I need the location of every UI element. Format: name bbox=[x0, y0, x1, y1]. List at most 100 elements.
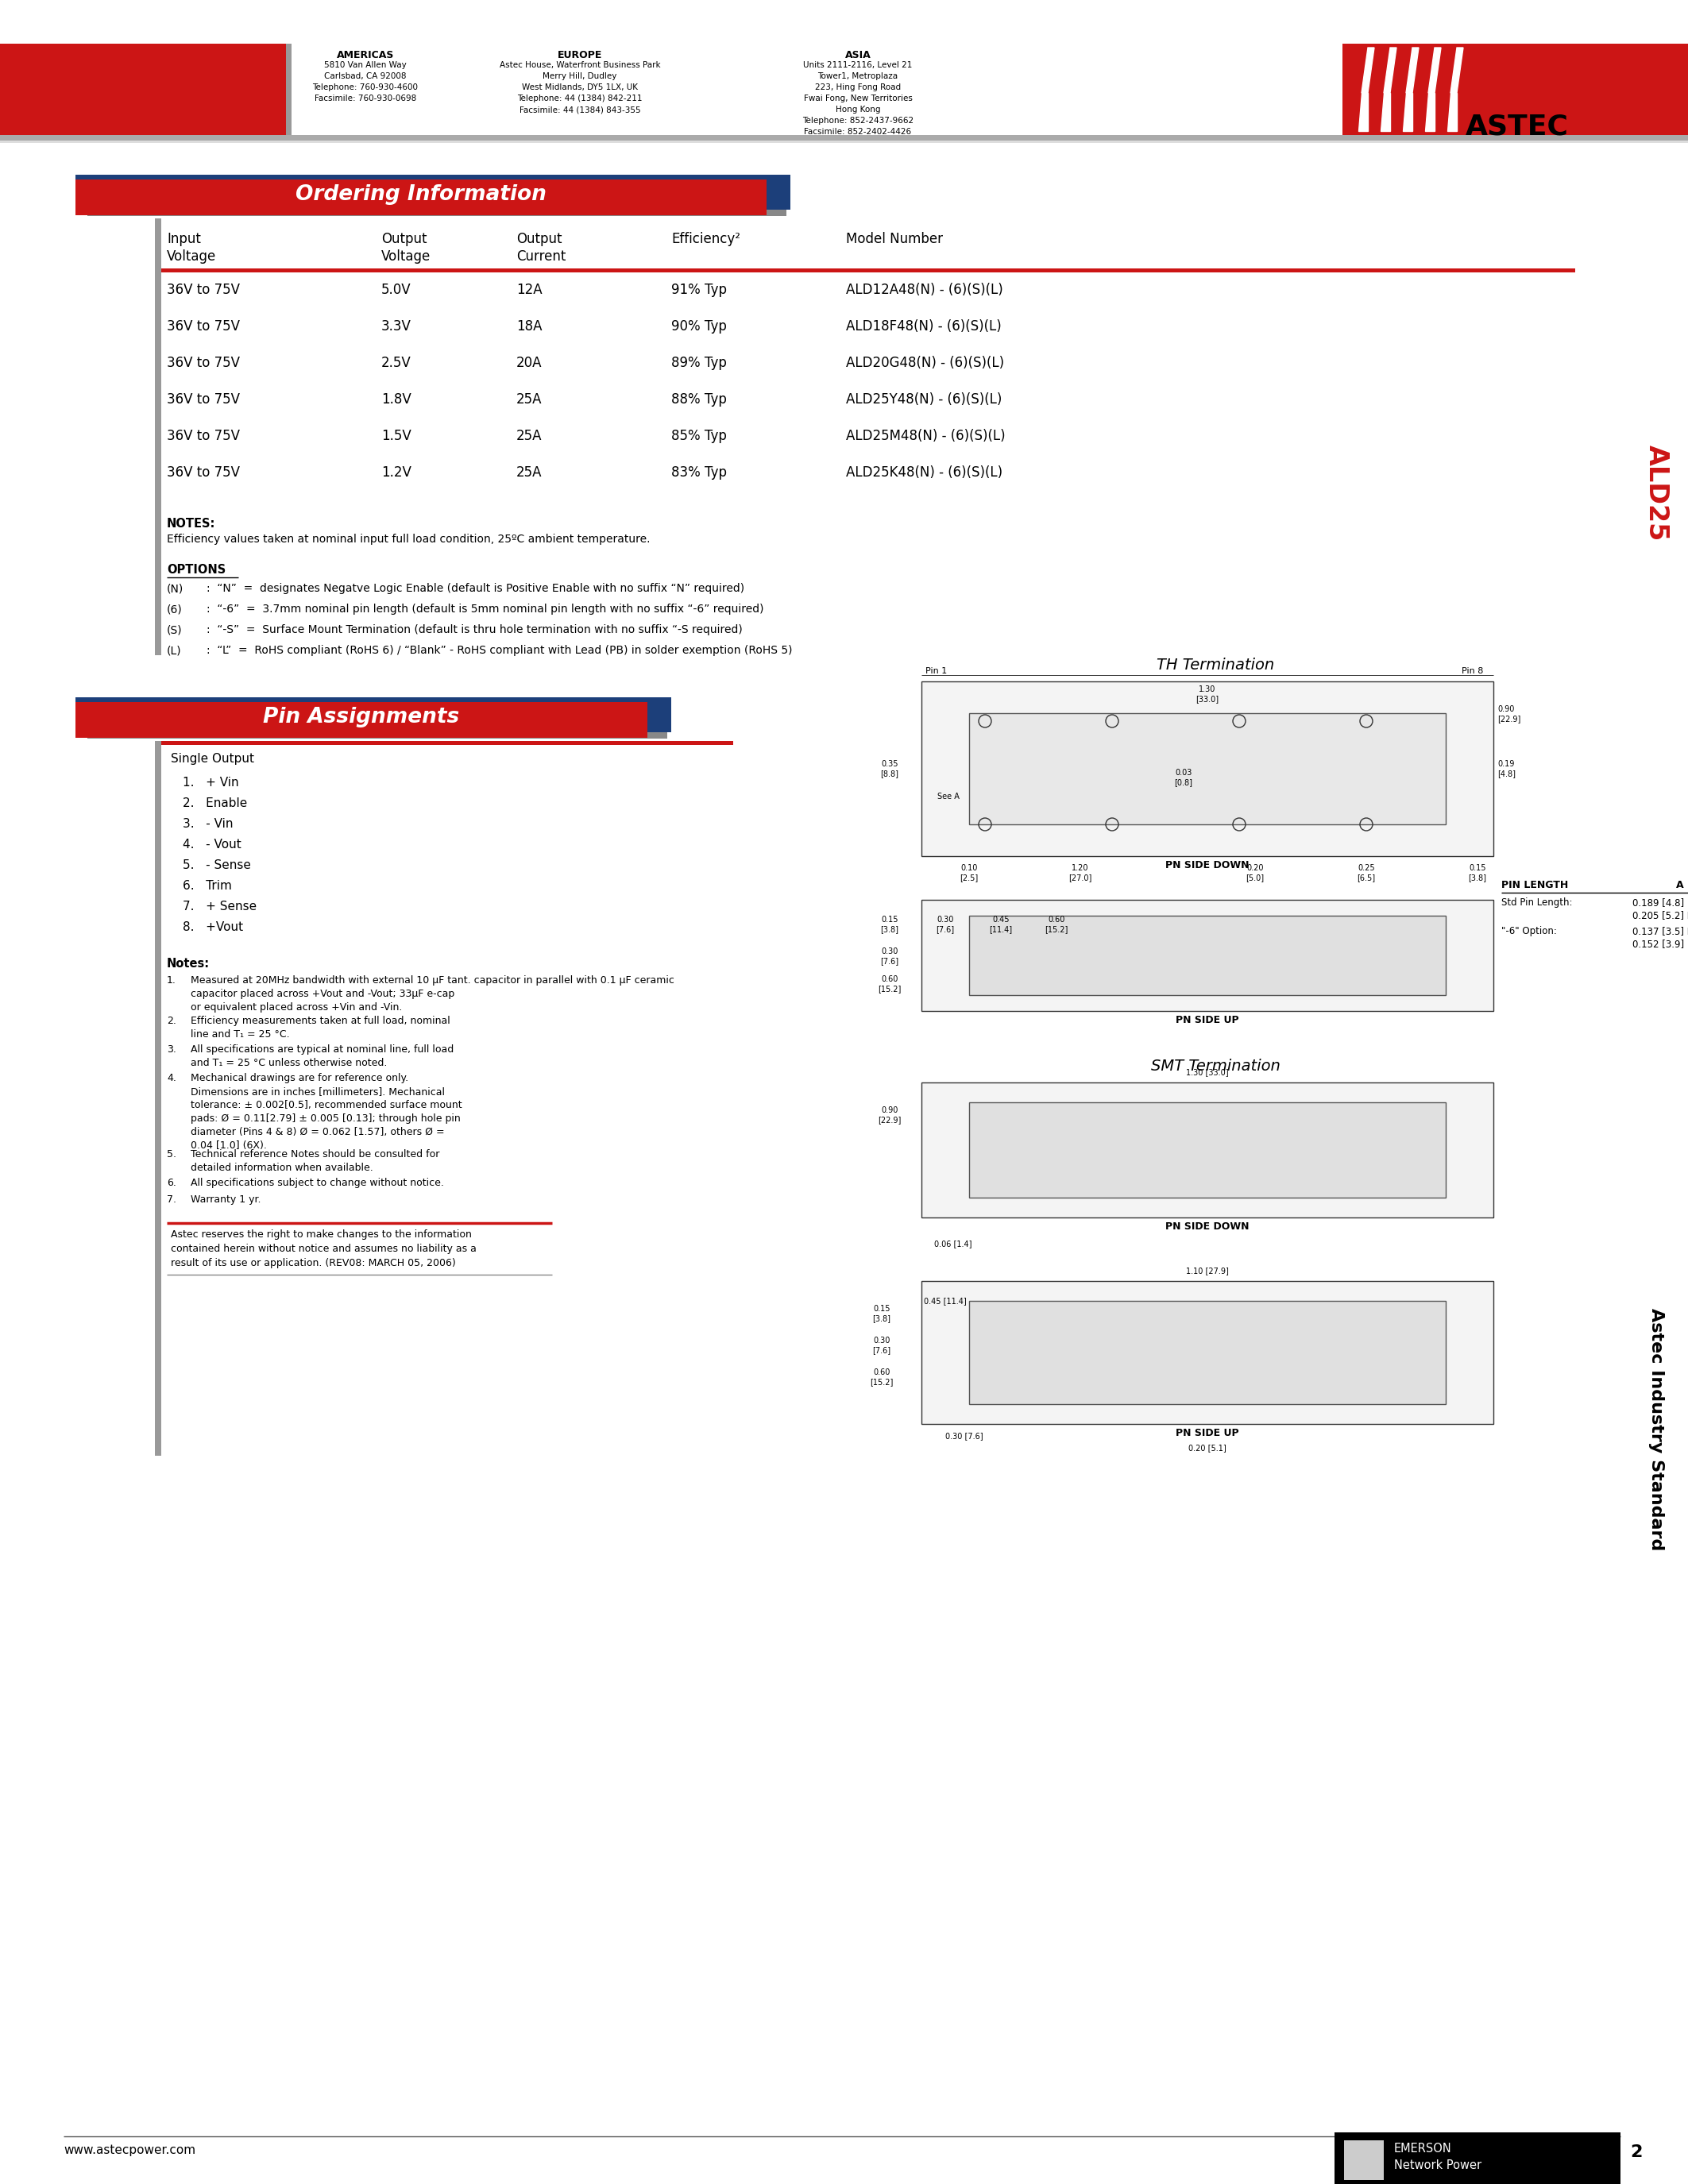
Text: 0.152 [3.9] MAX: 0.152 [3.9] MAX bbox=[1632, 939, 1688, 950]
Text: SMT Termination: SMT Termination bbox=[1151, 1059, 1280, 1075]
Text: 0.30 [7.6]: 0.30 [7.6] bbox=[945, 1433, 982, 1439]
Text: Notes:: Notes: bbox=[167, 959, 209, 970]
Text: 4.: 4. bbox=[167, 1072, 176, 1083]
Text: 1.30
[33.0]: 1.30 [33.0] bbox=[1195, 686, 1219, 703]
Text: ALD25Y48(N) - (6)(S)(L): ALD25Y48(N) - (6)(S)(L) bbox=[846, 393, 1003, 406]
Text: PN SIDE UP: PN SIDE UP bbox=[1177, 1428, 1239, 1439]
Text: PN SIDE DOWN: PN SIDE DOWN bbox=[1165, 860, 1249, 871]
Text: ALD18F48(N) - (6)(S)(L): ALD18F48(N) - (6)(S)(L) bbox=[846, 319, 1001, 334]
Text: 1.20
[27.0]: 1.20 [27.0] bbox=[1069, 865, 1092, 880]
Bar bbox=[969, 714, 1445, 823]
Text: Input
Voltage: Input Voltage bbox=[167, 232, 216, 264]
Text: 36V to 75V: 36V to 75V bbox=[167, 465, 240, 480]
Bar bbox=[922, 900, 1494, 1011]
Text: 18A: 18A bbox=[517, 319, 542, 334]
Text: Output
Voltage: Output Voltage bbox=[381, 232, 430, 264]
Text: 0.90
[22.9]: 0.90 [22.9] bbox=[1497, 705, 1521, 723]
Text: 0.20
[5.0]: 0.20 [5.0] bbox=[1246, 865, 1264, 880]
Bar bbox=[88, 703, 667, 738]
Text: 7.   + Sense: 7. + Sense bbox=[182, 900, 257, 913]
Text: 88% Typ: 88% Typ bbox=[672, 393, 728, 406]
Text: 0.03
[0.8]: 0.03 [0.8] bbox=[1175, 769, 1193, 786]
Text: OPTIONS: OPTIONS bbox=[167, 563, 226, 577]
Text: See A: See A bbox=[937, 793, 959, 802]
Text: 1.5V: 1.5V bbox=[381, 428, 412, 443]
Text: 0.60
[15.2]: 0.60 [15.2] bbox=[869, 1369, 893, 1385]
Bar bbox=[162, 269, 1575, 273]
Text: ALD25M48(N) - (6)(S)(L): ALD25M48(N) - (6)(S)(L) bbox=[846, 428, 1006, 443]
Text: Ordering Information: Ordering Information bbox=[295, 183, 547, 205]
Bar bbox=[0, 135, 1688, 140]
Text: 0.45
[11.4]: 0.45 [11.4] bbox=[989, 915, 1013, 933]
Text: Efficiency²: Efficiency² bbox=[672, 232, 741, 247]
Bar bbox=[76, 175, 790, 210]
Bar bbox=[969, 1302, 1445, 1404]
Text: (N): (N) bbox=[167, 583, 184, 594]
Polygon shape bbox=[1425, 94, 1435, 131]
Text: 1.8V: 1.8V bbox=[381, 393, 412, 406]
Text: 2.5V: 2.5V bbox=[381, 356, 412, 369]
Bar bbox=[76, 697, 672, 732]
Text: 3.: 3. bbox=[167, 1044, 176, 1055]
Text: 6.: 6. bbox=[167, 1177, 176, 1188]
Text: 7.: 7. bbox=[167, 1195, 176, 1206]
Text: 2: 2 bbox=[1631, 2145, 1642, 2160]
Text: 0.205 [5.2] MAX: 0.205 [5.2] MAX bbox=[1632, 911, 1688, 919]
Text: 0.15
[3.8]: 0.15 [3.8] bbox=[1469, 865, 1487, 880]
Text: 20A: 20A bbox=[517, 356, 542, 369]
Text: Std Pin Length:: Std Pin Length: bbox=[1501, 898, 1573, 909]
Text: Astec Industry Standard: Astec Industry Standard bbox=[1647, 1308, 1664, 1551]
Text: Pin Assignments: Pin Assignments bbox=[263, 708, 459, 727]
Text: Efficiency values taken at nominal input full load condition, 25ºC ambient tempe: Efficiency values taken at nominal input… bbox=[167, 533, 650, 544]
Text: EUROPE: EUROPE bbox=[557, 50, 603, 61]
Text: 0.60
[15.2]: 0.60 [15.2] bbox=[878, 976, 901, 992]
Bar bbox=[76, 701, 648, 738]
Polygon shape bbox=[1428, 48, 1442, 94]
Text: 25A: 25A bbox=[517, 428, 542, 443]
Text: 0.20 [5.1]: 0.20 [5.1] bbox=[1188, 1444, 1227, 1452]
Bar bbox=[155, 740, 162, 1457]
Bar bbox=[76, 179, 766, 216]
Bar bbox=[155, 218, 162, 655]
Text: 0.30
[7.6]: 0.30 [7.6] bbox=[881, 948, 898, 965]
Bar bbox=[969, 1103, 1445, 1197]
Bar bbox=[88, 181, 787, 216]
Text: 36V to 75V: 36V to 75V bbox=[167, 428, 240, 443]
Polygon shape bbox=[1406, 48, 1418, 94]
Text: 89% Typ: 89% Typ bbox=[672, 356, 728, 369]
Text: ALD25: ALD25 bbox=[1642, 446, 1669, 542]
Text: 3.   - Vin: 3. - Vin bbox=[182, 819, 233, 830]
Polygon shape bbox=[1447, 94, 1457, 131]
Text: (L): (L) bbox=[167, 644, 182, 655]
Text: Technical reference Notes should be consulted for
detailed information when avai: Technical reference Notes should be cons… bbox=[191, 1149, 439, 1173]
Text: 4.   - Vout: 4. - Vout bbox=[182, 839, 241, 850]
Text: ASTEC: ASTEC bbox=[1465, 114, 1568, 140]
Text: www.astecpower.com: www.astecpower.com bbox=[64, 2145, 196, 2156]
Text: 2.: 2. bbox=[167, 1016, 176, 1026]
Text: Model Number: Model Number bbox=[846, 232, 944, 247]
Text: Efficiency measurements taken at full load, nominal
line and T₁ = 25 °C.: Efficiency measurements taken at full lo… bbox=[191, 1016, 451, 1040]
Text: PN SIDE DOWN: PN SIDE DOWN bbox=[1165, 1221, 1249, 1232]
Text: Output
Current: Output Current bbox=[517, 232, 565, 264]
Text: 1.   + Vin: 1. + Vin bbox=[182, 778, 238, 788]
Text: 0.45 [11.4]: 0.45 [11.4] bbox=[923, 1297, 967, 1304]
Text: 25A: 25A bbox=[517, 393, 542, 406]
Polygon shape bbox=[1381, 94, 1391, 131]
Text: Pin 8: Pin 8 bbox=[1462, 666, 1484, 675]
Text: 91% Typ: 91% Typ bbox=[672, 282, 728, 297]
Text: :  “-6”  =  3.7mm nominal pin length (default is 5mm nominal pin length with no : : “-6” = 3.7mm nominal pin length (defau… bbox=[206, 603, 763, 614]
Text: 85% Typ: 85% Typ bbox=[672, 428, 728, 443]
Text: 1.30 [33.0]: 1.30 [33.0] bbox=[1187, 1068, 1229, 1077]
Text: Pin 1: Pin 1 bbox=[925, 666, 947, 675]
Text: 90% Typ: 90% Typ bbox=[672, 319, 728, 334]
Text: All specifications subject to change without notice.: All specifications subject to change wit… bbox=[191, 1177, 444, 1188]
Polygon shape bbox=[1384, 48, 1396, 94]
Text: 8.   +Vout: 8. +Vout bbox=[182, 922, 243, 933]
Text: 36V to 75V: 36V to 75V bbox=[167, 393, 240, 406]
Text: 0.19
[4.8]: 0.19 [4.8] bbox=[1497, 760, 1516, 778]
Text: :  “-S”  =  Surface Mount Termination (default is thru hole termination with no : : “-S” = Surface Mount Termination (defa… bbox=[206, 625, 743, 636]
Text: 36V to 75V: 36V to 75V bbox=[167, 319, 240, 334]
Bar bbox=[282, 44, 292, 135]
Bar bbox=[0, 140, 1688, 142]
Text: 36V to 75V: 36V to 75V bbox=[167, 356, 240, 369]
